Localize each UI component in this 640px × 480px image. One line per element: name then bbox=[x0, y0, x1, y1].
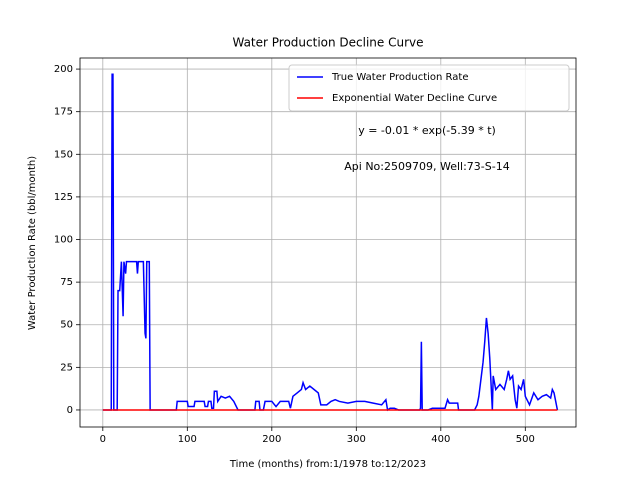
y-tick-label: 25 bbox=[60, 362, 73, 373]
legend-label: True Water Production Rate bbox=[331, 72, 468, 83]
y-tick-label: 100 bbox=[54, 235, 73, 246]
x-tick-label: 0 bbox=[100, 434, 106, 445]
y-tick-label: 125 bbox=[54, 192, 73, 203]
legend-label: Exponential Water Decline Curve bbox=[332, 93, 497, 104]
chart-title: Water Production Decline Curve bbox=[232, 36, 423, 50]
y-tick-label: 0 bbox=[67, 405, 73, 416]
x-axis-label: Time (months) from:1/1978 to:12/2023 bbox=[229, 459, 426, 470]
y-tick-label: 175 bbox=[54, 107, 73, 118]
x-tick-label: 200 bbox=[262, 434, 281, 445]
y-tick-label: 50 bbox=[60, 320, 73, 331]
x-tick-label: 400 bbox=[431, 434, 450, 445]
y-tick-label: 75 bbox=[60, 277, 73, 288]
x-tick-label: 300 bbox=[347, 434, 366, 445]
y-axis-label: Water Production Rate (bbl/month) bbox=[27, 156, 38, 330]
y-tick-label: 150 bbox=[54, 149, 73, 160]
data-line bbox=[102, 73, 559, 412]
plot-frame bbox=[79, 57, 577, 428]
annotation: y = -0.01 * exp(-5.39 * t) bbox=[358, 124, 496, 137]
annotation: Api No:2509709, Well:73-S-14 bbox=[344, 160, 509, 173]
y-tick-label: 200 bbox=[54, 64, 73, 75]
legend-box bbox=[288, 64, 570, 112]
x-tick-label: 100 bbox=[178, 434, 197, 445]
x-tick-label: 500 bbox=[516, 434, 535, 445]
